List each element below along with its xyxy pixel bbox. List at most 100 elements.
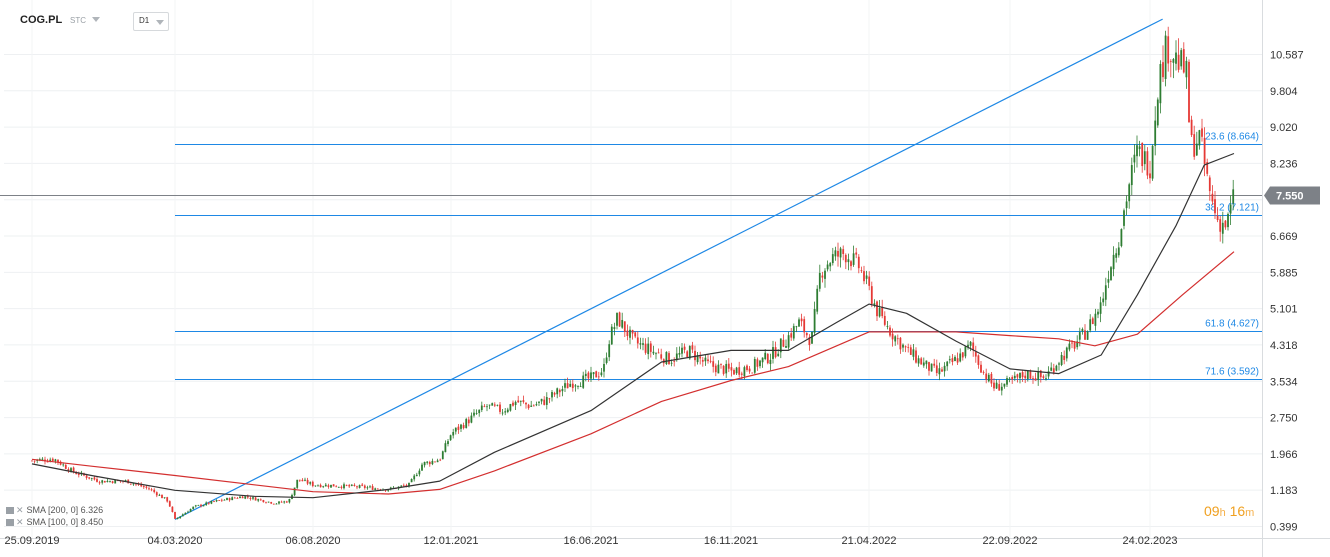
candle [1180, 47, 1183, 70]
candle-body [639, 343, 642, 345]
candle-body [696, 355, 699, 363]
candle-body [938, 368, 941, 375]
candle [90, 477, 93, 481]
candle-body [1169, 61, 1172, 63]
data-type-label[interactable]: STC [70, 16, 86, 25]
candle [371, 484, 374, 491]
candle [712, 356, 715, 373]
y-tick-label: 5.885 [1270, 267, 1298, 279]
y-tick-label: 3.534 [1270, 376, 1298, 388]
candle [730, 362, 733, 377]
candle-body [660, 354, 663, 359]
candle [623, 321, 626, 338]
candle [566, 377, 569, 389]
candle-body [506, 409, 509, 412]
candle [418, 468, 421, 477]
candle-body [1084, 330, 1086, 340]
candle-body [584, 373, 587, 377]
candle-body [64, 464, 67, 469]
candle-body [883, 315, 886, 325]
candle [1133, 144, 1136, 173]
settings-icon[interactable] [6, 507, 14, 515]
candle-body [551, 392, 553, 398]
candle-body [1060, 354, 1063, 365]
candle [317, 484, 319, 487]
symbol-label[interactable]: COG.PL [20, 14, 63, 26]
x-tick-label: 06.08.2020 [285, 535, 340, 547]
candle-body [891, 333, 894, 340]
chevron-down-icon[interactable] [92, 17, 100, 22]
candle [306, 477, 309, 486]
candle-body [220, 499, 223, 501]
candle-body [324, 484, 327, 487]
candle-body [488, 404, 491, 406]
candle-body [1130, 165, 1133, 186]
candle [782, 334, 785, 348]
candle-body [564, 383, 566, 388]
candle [415, 472, 418, 477]
candle [356, 485, 358, 490]
close-icon[interactable]: ✕ [16, 517, 24, 527]
candle [798, 317, 800, 327]
candle [267, 501, 270, 503]
candle [530, 400, 533, 407]
candle [969, 341, 972, 352]
candle [938, 362, 941, 381]
candle-body [298, 479, 301, 481]
candle [629, 326, 631, 345]
candle-body [1016, 374, 1019, 378]
candle-body [239, 496, 241, 499]
candle [423, 461, 426, 468]
candle [1026, 370, 1029, 382]
candle-body [1151, 145, 1154, 179]
candle-body [124, 480, 127, 482]
candle [704, 354, 707, 366]
candle-body [694, 350, 696, 361]
candle [278, 501, 280, 505]
legend-sma100[interactable]: ✕ SMA [100, 0] 8.450 [6, 516, 103, 528]
candle [746, 364, 748, 372]
candle-body [824, 270, 826, 279]
candle-body [483, 406, 486, 408]
candle-body [751, 372, 754, 374]
candle-body [800, 318, 803, 322]
candle-body [912, 349, 915, 357]
candle [1151, 144, 1154, 181]
close-icon[interactable]: ✕ [16, 505, 24, 515]
settings-icon[interactable] [6, 519, 14, 527]
candle [1141, 142, 1144, 173]
candle-body [504, 411, 507, 413]
candle [301, 478, 304, 482]
candle-body [1159, 64, 1162, 104]
legend-sma200[interactable]: ✕ SMA [200, 0] 6.326 [6, 504, 103, 516]
candle [1169, 59, 1172, 78]
candle [1193, 125, 1196, 160]
candle-body [1099, 302, 1102, 314]
candle-body [1156, 99, 1159, 126]
candle-body [486, 406, 488, 408]
candle-body [1086, 331, 1089, 340]
candle-body [980, 364, 982, 373]
candle [847, 253, 850, 271]
candle-body [109, 481, 111, 482]
candle [920, 356, 923, 365]
candle-body [179, 516, 182, 519]
candle [714, 363, 717, 377]
candle [319, 483, 322, 488]
candle [647, 337, 650, 360]
candle-body [1154, 120, 1157, 146]
candle [1008, 376, 1011, 383]
candle-body [1063, 355, 1066, 361]
candle-body [1164, 35, 1167, 80]
candle-body [649, 343, 652, 352]
timeframe-select[interactable]: D1 [133, 12, 169, 31]
candle-body [904, 346, 907, 348]
candle-body [153, 489, 156, 493]
candle-body [1211, 193, 1214, 202]
candle [759, 359, 761, 369]
candle [785, 339, 787, 348]
candle-body [1058, 363, 1060, 365]
candle-body [49, 459, 52, 462]
